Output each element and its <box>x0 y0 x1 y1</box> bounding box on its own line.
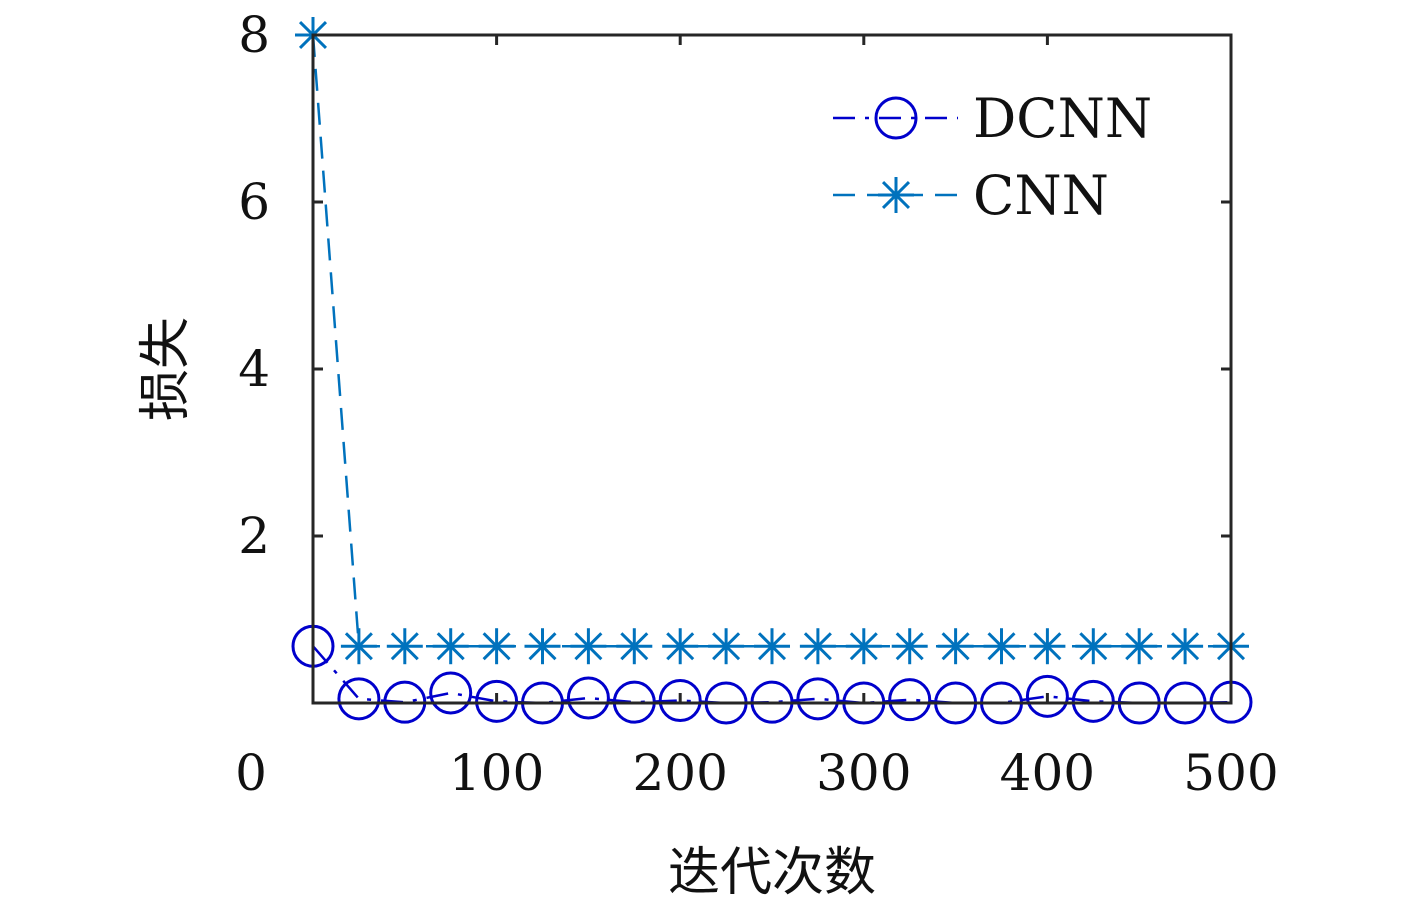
plot-background <box>313 35 1231 703</box>
data-point-cnn <box>983 628 1020 665</box>
y-tick-label: 2 <box>238 507 270 565</box>
y-tick-label: 4 <box>238 340 270 398</box>
y-axis-label: 损失 <box>136 317 196 421</box>
x-tick-label: 100 <box>449 744 544 802</box>
axes-layer: 0 100 200 300 400 500 2 4 6 8 <box>235 6 1279 802</box>
legend: DCNN CNN <box>833 87 1152 227</box>
data-point-dcnn <box>337 677 381 721</box>
data-point-cnn <box>1075 628 1112 665</box>
data-point-dcnn <box>796 677 840 721</box>
plot-area <box>313 35 1231 703</box>
data-point-cnn <box>616 628 653 665</box>
data-point-cnn <box>891 628 928 665</box>
series-line-dcnn <box>312 645 1232 705</box>
legend-label-cnn: CNN <box>973 164 1109 227</box>
data-point-cnn <box>340 628 377 665</box>
data-point-cnn <box>845 628 882 665</box>
data-point-cnn <box>708 628 745 665</box>
data-point-cnn <box>937 628 974 665</box>
data-point-cnn <box>524 628 561 665</box>
data-point-dcnn <box>1025 674 1069 718</box>
data-point-cnn <box>799 628 836 665</box>
data-point-cnn <box>1029 628 1066 665</box>
data-point-cnn <box>1167 628 1204 665</box>
data-point-dcnn <box>429 671 473 715</box>
data-point-cnn <box>662 628 699 665</box>
data-point-dcnn <box>658 678 702 722</box>
data-point-dcnn <box>1071 679 1115 723</box>
x-axis-label: 迭代次数 <box>668 843 876 903</box>
x-tick-label: 300 <box>816 744 911 802</box>
x-tick-label: 200 <box>632 744 727 802</box>
data-point-cnn <box>754 628 790 665</box>
data-point-cnn <box>432 628 469 665</box>
legend-label-dcnn: DCNN <box>973 87 1152 150</box>
data-point-dcnn <box>566 676 610 720</box>
data-point-cnn <box>478 628 515 665</box>
legend-marker-cnn <box>878 177 914 213</box>
data-point-cnn <box>386 628 423 665</box>
legend-marker-dcnn <box>874 96 918 140</box>
data-point-cnn <box>1121 628 1158 665</box>
series-markers-cnn <box>295 17 1249 665</box>
legend-item-dcnn: DCNN <box>833 87 1152 150</box>
x-tick-label: 400 <box>1000 744 1095 802</box>
y-tick-label: 8 <box>238 6 270 64</box>
x-tick-label: 500 <box>1183 744 1278 802</box>
data-point-dcnn <box>475 679 519 723</box>
x-tick-label: 0 <box>235 744 267 802</box>
series-layer <box>291 17 1253 725</box>
y-tick-label: 6 <box>238 173 270 231</box>
data-point-cnn <box>570 628 607 665</box>
legend-item-cnn: CNN <box>833 164 1109 227</box>
data-point-dcnn <box>888 678 932 722</box>
